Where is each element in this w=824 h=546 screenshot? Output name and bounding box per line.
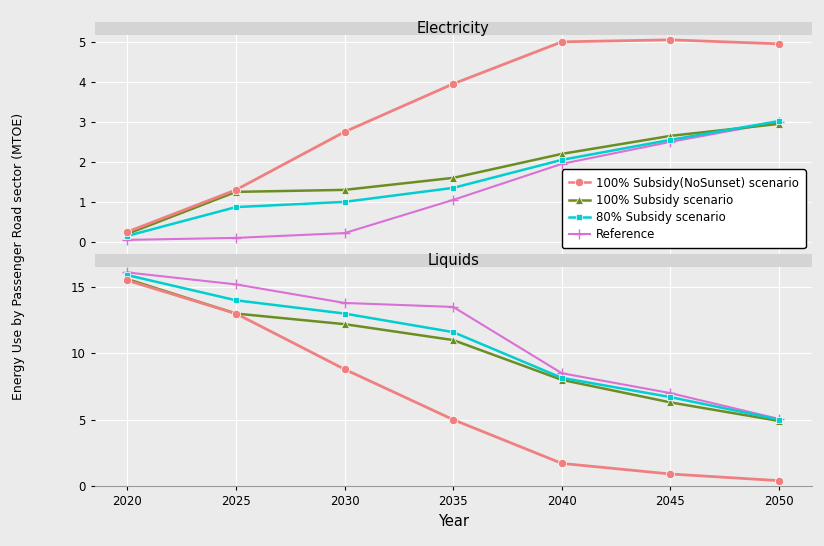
Text: Energy Use by Passenger Road sector (MTOE): Energy Use by Passenger Road sector (MTO… [12, 113, 25, 400]
Text: Liquids: Liquids [428, 253, 479, 268]
Bar [95, 254, 812, 267]
X-axis label: Year: Year [438, 514, 469, 529]
Legend: 100% Subsidy(NoSunset) scenario, 100% Subsidy scenario, 80% Subsidy scenario, Re: 100% Subsidy(NoSunset) scenario, 100% Su… [561, 169, 806, 248]
Text: Electricity: Electricity [417, 21, 489, 35]
Bar [95, 22, 812, 34]
